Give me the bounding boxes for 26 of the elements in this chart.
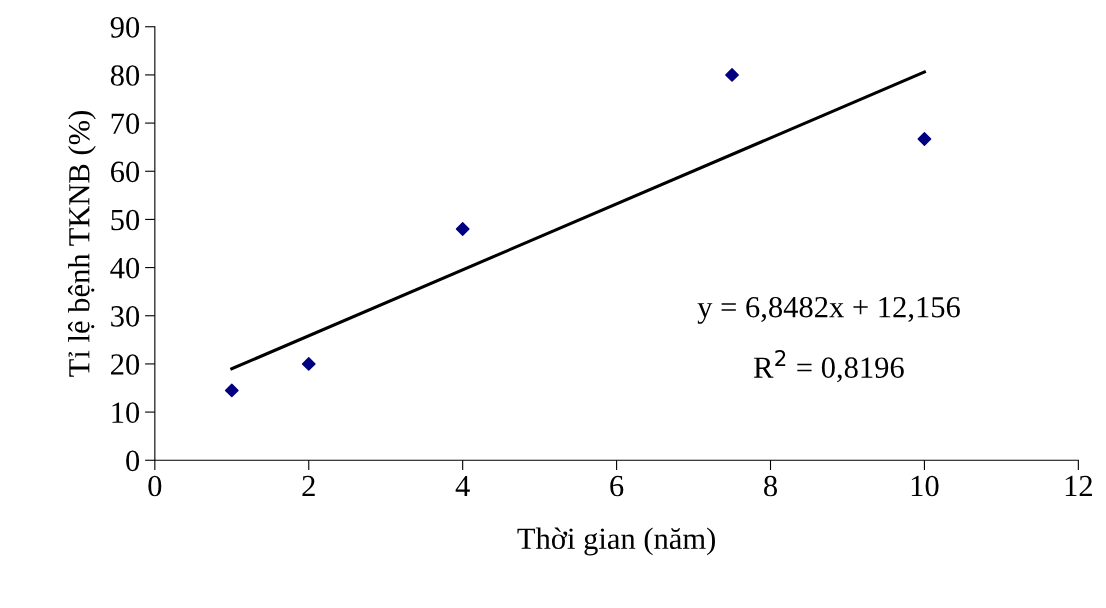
y-tick-label: 30 bbox=[111, 306, 140, 327]
y-axis-title: Tỉ lệ bệnh TKNB (%) bbox=[68, 111, 96, 377]
x-tick-label: 8 bbox=[764, 475, 777, 497]
y-tick-label: 60 bbox=[111, 161, 140, 183]
point bbox=[725, 68, 739, 82]
x-tick-label: 6 bbox=[610, 475, 624, 497]
point bbox=[917, 132, 932, 146]
x-tick-label: 10 bbox=[911, 475, 939, 497]
y-tick-label: 20 bbox=[111, 354, 140, 375]
y-tick-label: 10 bbox=[112, 402, 140, 423]
y-tick-label: 80 bbox=[110, 65, 140, 86]
x-tick-label: 12 bbox=[1065, 475, 1092, 497]
y-tick-label: 70 bbox=[111, 113, 140, 134]
y-tick-label: 40 bbox=[110, 257, 140, 279]
x-axis-title: Thời gian (năm) bbox=[517, 527, 715, 556]
y-tick-label: 90 bbox=[110, 17, 140, 38]
annotation: y = 6,8482x + 12,156 bbox=[697, 296, 960, 324]
y-tick-label: 50 bbox=[111, 209, 140, 231]
point bbox=[455, 222, 470, 236]
y-tick-label: 0 bbox=[126, 450, 140, 472]
point bbox=[301, 357, 316, 371]
x-tick-label: 0 bbox=[148, 475, 162, 497]
point bbox=[224, 383, 239, 398]
x-tick-label: 2 bbox=[302, 475, 315, 497]
x-tick-label: 4 bbox=[455, 475, 470, 497]
annotation: R$^{2}$ = 0,8196 bbox=[753, 350, 904, 383]
